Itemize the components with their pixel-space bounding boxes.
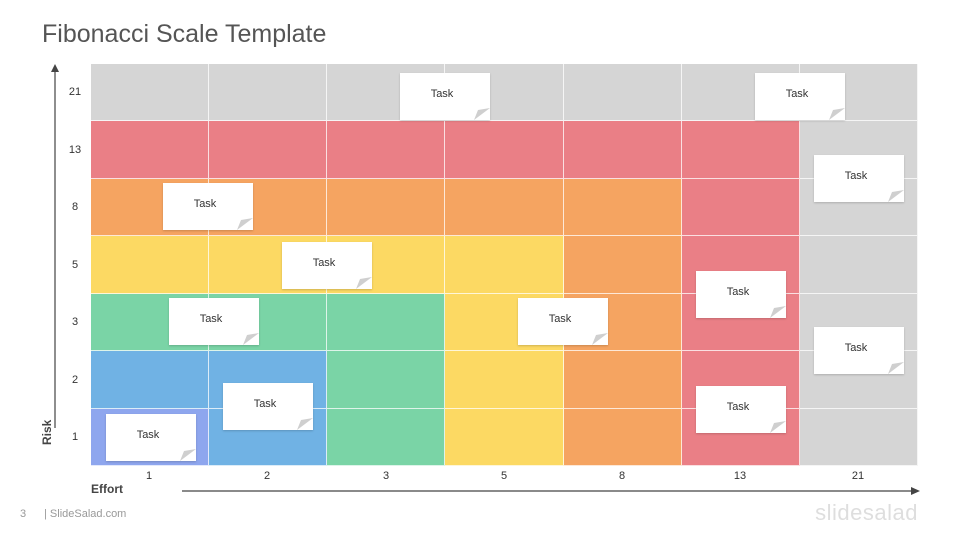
task-note[interactable]: Task [106, 414, 196, 461]
grid-cell [327, 408, 446, 466]
task-label: Task [726, 401, 750, 413]
page-curl-icon [356, 277, 372, 289]
y-tick-label: 5 [71, 259, 79, 271]
grid-cell [445, 121, 564, 179]
task-note[interactable]: Task [814, 155, 904, 202]
page-curl-icon [237, 218, 253, 230]
page-curl-icon [243, 333, 259, 345]
grid-cell [327, 351, 446, 409]
grid-cell [91, 121, 210, 179]
x-tick-label: 8 [618, 470, 626, 482]
grid-cell [799, 408, 918, 466]
grid-cell [327, 178, 446, 237]
grid-cell [563, 408, 682, 466]
page-curl-icon [888, 190, 904, 202]
grid-cell [681, 178, 800, 237]
x-tick-label: 1 [145, 470, 153, 482]
grid-cell [327, 121, 446, 179]
grid-cell [445, 351, 564, 409]
task-note[interactable]: Task [518, 298, 608, 345]
task-note[interactable]: Task [400, 73, 490, 120]
task-label: Task [785, 88, 809, 100]
brand-logo: slidesalad [815, 500, 918, 525]
page-curl-icon [474, 108, 490, 120]
task-label: Task [199, 313, 223, 325]
grid-cell [563, 351, 682, 409]
grid-cell [445, 178, 564, 237]
task-note[interactable]: Task [163, 183, 253, 230]
task-note[interactable]: Task [755, 73, 845, 120]
task-label: Task [844, 342, 868, 354]
x-tick-label: 3 [382, 470, 390, 482]
page-curl-icon [829, 108, 845, 120]
task-note[interactable]: Task [169, 298, 259, 345]
task-label: Task [193, 198, 217, 210]
grid-cell [91, 64, 210, 122]
task-label: Task [312, 257, 336, 269]
x-tick-label: 5 [500, 470, 508, 482]
task-note[interactable]: Task [696, 386, 786, 433]
y-tick-label: 13 [68, 144, 82, 156]
grid-cell [327, 293, 446, 352]
x-tick-label: 21 [851, 470, 865, 482]
x-axis-title: Effort [91, 482, 123, 496]
grid-cell [799, 236, 918, 294]
page-curl-icon [888, 362, 904, 374]
fibonacci-grid [91, 64, 918, 466]
page-curl-icon [770, 421, 786, 433]
task-label: Task [253, 398, 277, 410]
task-label: Task [844, 170, 868, 182]
y-tick-label: 21 [68, 86, 82, 98]
page-curl-icon [297, 418, 313, 430]
y-tick-label: 2 [71, 374, 79, 386]
grid-cell [681, 121, 800, 179]
task-label: Task [136, 429, 160, 441]
grid-cell [445, 408, 564, 466]
y-tick-label: 1 [71, 431, 79, 443]
x-axis-arrow [182, 487, 920, 495]
grid-cell [563, 178, 682, 237]
page-curl-icon [770, 306, 786, 318]
page-curl-icon [592, 333, 608, 345]
task-label: Task [548, 313, 572, 325]
task-note[interactable]: Task [282, 242, 372, 289]
task-note[interactable]: Task [223, 383, 313, 430]
grid-cell [563, 121, 682, 179]
grid-cell [563, 236, 682, 294]
grid-cell [563, 64, 682, 122]
y-tick-label: 8 [71, 201, 79, 213]
slide-number: 3 [20, 508, 27, 520]
x-tick-label: 2 [263, 470, 271, 482]
grid-cell [209, 121, 328, 179]
y-tick-label: 3 [71, 316, 79, 328]
page-curl-icon [180, 449, 196, 461]
grid-cell [91, 351, 210, 409]
task-note[interactable]: Task [814, 327, 904, 374]
footer-site: | SlideSalad.com [44, 508, 127, 520]
grid-cell [209, 64, 328, 122]
x-tick-label: 13 [733, 470, 747, 482]
page-title: Fibonacci Scale Template [42, 20, 327, 48]
grid-cell [91, 236, 210, 294]
task-label: Task [726, 286, 750, 298]
task-label: Task [430, 88, 454, 100]
y-axis-arrow [51, 64, 59, 428]
task-note[interactable]: Task [696, 271, 786, 318]
grid-cell [445, 236, 564, 294]
